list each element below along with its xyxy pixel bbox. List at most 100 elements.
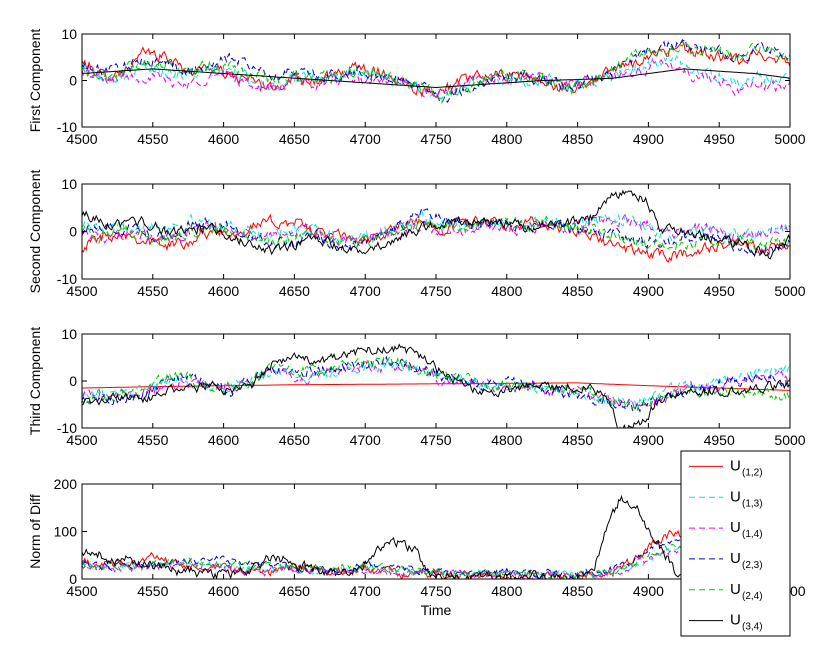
- y-tick-label: 0: [69, 73, 77, 89]
- x-tick-label: 4600: [208, 432, 239, 448]
- legend-label: U: [730, 457, 741, 474]
- legend-item: U (2,3): [689, 550, 763, 571]
- x-tick-label: 4850: [562, 131, 593, 147]
- y-axis-label: Norm of Diff: [27, 494, 43, 569]
- x-tick-label: 4650: [279, 583, 310, 599]
- x-tick-label: 4850: [562, 432, 593, 448]
- x-tick-label: 4950: [704, 131, 735, 147]
- x-tick-label: 4500: [66, 131, 97, 147]
- panel-2: 4500 4550 4600 4650 4700 4750 4800 4850 4900 4950…: [27, 170, 806, 299]
- y-tick-label: 0: [69, 571, 77, 587]
- series-group: [82, 38, 790, 104]
- x-tick-label: 4650: [279, 432, 310, 448]
- x-tick-label: 4750: [420, 432, 451, 448]
- x-tick-label: 4800: [491, 283, 522, 299]
- legend-item: U (3,4): [689, 612, 763, 633]
- legend-label: U: [730, 581, 741, 598]
- x-tick-label: 4500: [66, 583, 97, 599]
- x-tick-label: 4550: [137, 131, 168, 147]
- x-tick-label: 4900: [633, 131, 664, 147]
- x-tick-label: 4750: [420, 283, 451, 299]
- x-tick-label: 4750: [420, 131, 451, 147]
- legend-label: U: [730, 488, 741, 505]
- x-tick-label: 4700: [350, 432, 381, 448]
- panel-1: 4500 4550 4600 4650 4700 4750 4800 4850 4900 4950…: [27, 26, 806, 147]
- legend-label-sub: (1,2): [742, 467, 763, 478]
- x-tick-label: 4850: [562, 583, 593, 599]
- series-line-u23: [82, 38, 790, 104]
- series-group: [82, 189, 790, 263]
- series-line-u24: [82, 543, 790, 579]
- x-tick-label: 4600: [208, 583, 239, 599]
- x-tick-label: 4650: [279, 283, 310, 299]
- series-line-u24: [82, 215, 790, 252]
- series-line-u34: [82, 189, 790, 260]
- x-tick-label: 4700: [350, 583, 381, 599]
- y-tick-label: -10: [57, 119, 77, 135]
- series-line-u23: [82, 355, 790, 413]
- x-tick-label: 4800: [491, 131, 522, 147]
- x-axis-label: Time: [421, 602, 452, 618]
- x-tick-label: 4750: [420, 583, 451, 599]
- legend-item: U (1,2): [689, 457, 763, 478]
- y-axis-label: Second Component: [27, 170, 43, 294]
- y-tick-label: -10: [57, 420, 77, 436]
- x-tick-label: 4800: [491, 432, 522, 448]
- y-tick-label: 10: [61, 326, 77, 342]
- legend-label: U: [730, 550, 741, 567]
- legend-label-sub: (2,4): [742, 591, 763, 602]
- axes-box: [81, 33, 791, 128]
- legend-item: U (1,3): [689, 488, 763, 509]
- x-tick-label: 4600: [208, 131, 239, 147]
- x-tick-label: 4900: [633, 583, 664, 599]
- series-line-u34: [82, 343, 790, 428]
- x-tick-label: 4500: [66, 432, 97, 448]
- legend-label: U: [730, 519, 741, 536]
- legend-label: U: [730, 612, 741, 629]
- x-tick-label: 4500: [66, 283, 97, 299]
- x-tick-label: 4700: [350, 283, 381, 299]
- y-axis-label: First Component: [27, 29, 43, 133]
- x-tick-label: 4550: [137, 283, 168, 299]
- x-tick-label: 4950: [704, 283, 735, 299]
- x-tick-label: 4550: [137, 432, 168, 448]
- legend-label-sub: (2,3): [742, 560, 763, 571]
- y-tick-label: 10: [61, 26, 77, 42]
- legend-label-sub: (1,3): [742, 498, 763, 509]
- x-tick-label: 4550: [137, 583, 168, 599]
- series-line-u13: [82, 55, 790, 101]
- y-tick-label: 0: [69, 373, 77, 389]
- series-group: [82, 343, 790, 428]
- series-line-u34: [82, 68, 790, 89]
- series-line-u13: [82, 208, 790, 247]
- series-line-u14: [82, 58, 790, 99]
- series-line-u24: [82, 41, 790, 104]
- y-tick-label: 10: [61, 176, 77, 192]
- legend: U (1,2)U (1,3)U (1,4)U (2,3)U (2,4)U (3,4): [680, 450, 791, 637]
- x-tick-label: 4900: [633, 283, 664, 299]
- x-tick-label: 4800: [491, 583, 522, 599]
- series-line-u12: [82, 382, 790, 391]
- series-line-u13: [82, 359, 790, 407]
- panel-3: 4500 4550 4600 4650 4700 4750 4800 4850 4900 4950…: [27, 326, 806, 448]
- x-tick-label: 4950: [704, 432, 735, 448]
- y-tick-label: 200: [54, 476, 78, 492]
- y-tick-label: 100: [54, 524, 78, 540]
- legend-label-sub: (3,4): [742, 622, 763, 633]
- x-tick-label: 5000: [774, 283, 805, 299]
- legend-item: U (2,4): [689, 581, 763, 602]
- x-tick-label: 5000: [774, 432, 805, 448]
- y-tick-label: -10: [57, 271, 77, 287]
- x-tick-label: 5000: [774, 131, 805, 147]
- series-line-u14: [82, 548, 790, 579]
- series-line-u23: [82, 206, 790, 257]
- x-tick-label: 4650: [279, 131, 310, 147]
- x-tick-label: 4700: [350, 131, 381, 147]
- legend-item: U (1,4): [689, 519, 763, 540]
- x-tick-label: 4850: [562, 283, 593, 299]
- y-axis-label: Third Component: [27, 327, 43, 435]
- series-line-u12: [82, 213, 790, 263]
- x-tick-label: 4900: [633, 432, 664, 448]
